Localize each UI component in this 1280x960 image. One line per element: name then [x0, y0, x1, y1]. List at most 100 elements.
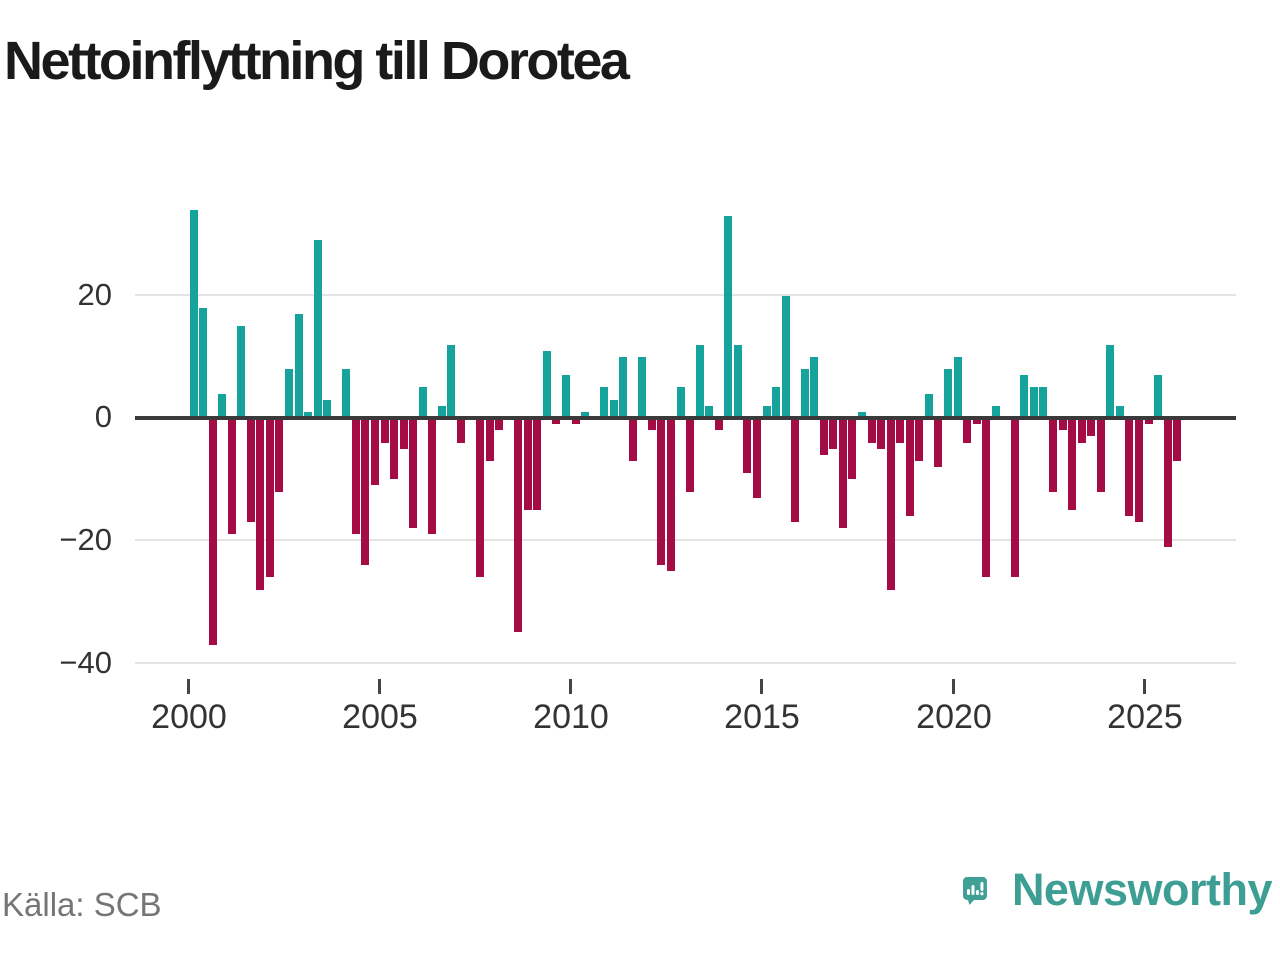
bar	[819, 418, 828, 455]
bar	[686, 418, 695, 492]
bar	[208, 418, 217, 645]
bar	[199, 307, 208, 418]
bar	[676, 387, 685, 418]
bar	[829, 418, 838, 449]
bar	[409, 418, 418, 529]
bar	[896, 418, 905, 443]
bar	[1077, 418, 1086, 443]
bar	[380, 418, 389, 443]
bar	[772, 387, 781, 418]
x-axis-label: 2010	[533, 698, 609, 736]
bar	[667, 418, 675, 572]
bar	[657, 418, 666, 565]
bar	[1039, 387, 1048, 418]
bar	[304, 411, 313, 418]
x-axis-tick	[760, 679, 763, 694]
bar	[905, 418, 914, 516]
bar	[370, 418, 379, 486]
y-axis-label: −40	[59, 645, 112, 680]
newsworthy-bubble-icon	[962, 877, 987, 905]
bar	[437, 405, 446, 418]
bar	[714, 418, 723, 431]
y-axis-label: −20	[59, 522, 112, 557]
bar	[733, 344, 742, 418]
bar	[1068, 418, 1077, 510]
bar	[476, 418, 484, 578]
bar	[1049, 418, 1057, 492]
bar	[638, 356, 647, 418]
bar	[867, 418, 876, 443]
bar	[227, 418, 236, 535]
x-axis-tick	[952, 679, 955, 694]
bar	[581, 411, 590, 418]
bar	[1096, 418, 1105, 492]
bar	[275, 418, 284, 492]
bar	[619, 356, 628, 418]
bar	[390, 418, 399, 480]
bar	[237, 326, 246, 418]
bar	[1173, 418, 1182, 461]
bar	[972, 418, 981, 425]
bar	[1087, 418, 1096, 437]
gridline-20	[135, 294, 1236, 296]
bar	[1163, 418, 1172, 547]
bar	[848, 418, 857, 480]
bar	[447, 344, 456, 418]
bar	[351, 418, 360, 535]
bar	[399, 418, 408, 449]
x-axis-tick	[569, 679, 572, 694]
bar	[810, 356, 819, 418]
bar	[552, 418, 561, 425]
bar	[218, 393, 227, 418]
bar	[600, 387, 609, 418]
bar	[838, 418, 847, 529]
bar	[323, 399, 332, 418]
bar	[285, 369, 293, 418]
bar	[752, 418, 761, 498]
x-axis-label: 2005	[342, 698, 418, 736]
bar	[724, 215, 733, 418]
bar	[991, 405, 1000, 418]
bar	[1134, 418, 1143, 523]
bar	[294, 313, 303, 418]
x-axis-label: 2015	[724, 698, 800, 736]
x-axis-label: 2025	[1107, 698, 1183, 736]
bar	[428, 418, 437, 535]
bar	[915, 418, 924, 461]
bar	[265, 418, 274, 578]
bar	[523, 418, 532, 510]
bar	[982, 418, 991, 578]
bar	[418, 387, 427, 418]
bar	[456, 418, 465, 443]
bar	[485, 418, 494, 461]
bar	[800, 369, 809, 418]
bar	[361, 418, 370, 565]
source-caption: Källa: SCB	[2, 886, 162, 923]
bar	[514, 418, 523, 633]
bar	[953, 356, 962, 418]
bar	[1144, 418, 1153, 425]
gridline-minus-40	[135, 662, 1236, 664]
bar	[495, 418, 504, 431]
bar	[1029, 387, 1038, 418]
bar	[963, 418, 972, 443]
bar	[743, 418, 752, 474]
chart-title: Nettoinflyttning till Dorotea	[4, 31, 630, 91]
bar	[628, 418, 637, 461]
bar	[342, 369, 351, 418]
bar	[943, 369, 952, 418]
bar	[1125, 418, 1134, 516]
bar	[189, 209, 198, 418]
x-axis-tick	[187, 679, 190, 694]
bar	[762, 405, 771, 418]
gridline-minus-20	[135, 539, 1236, 541]
bar	[1154, 375, 1163, 418]
newsworthy-wordmark: Newsworthy	[1011, 864, 1273, 915]
x-axis-tick	[1143, 679, 1146, 694]
bar	[533, 418, 542, 510]
bar	[1106, 344, 1115, 418]
bar	[791, 418, 800, 523]
bar	[647, 418, 656, 431]
